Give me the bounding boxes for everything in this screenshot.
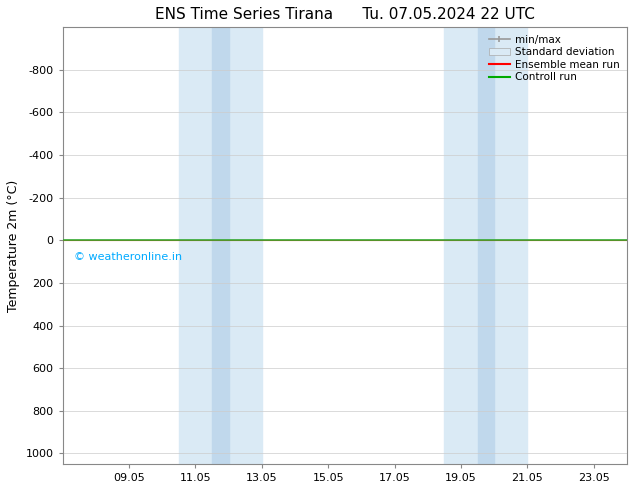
Bar [179,27,262,464]
Legend: min/max, Standard deviation, Ensemble mean run, Controll run: min/max, Standard deviation, Ensemble me… [487,32,622,84]
Bar [444,27,527,464]
Title: ENS Time Series Tirana      Tu. 07.05.2024 22 UTC: ENS Time Series Tirana Tu. 07.05.2024 22… [155,7,534,22]
Bar [212,27,229,464]
Bar [477,27,495,464]
Y-axis label: Temperature 2m (°C): Temperature 2m (°C) [7,179,20,312]
Text: © weatheronline.in: © weatheronline.in [74,252,182,262]
